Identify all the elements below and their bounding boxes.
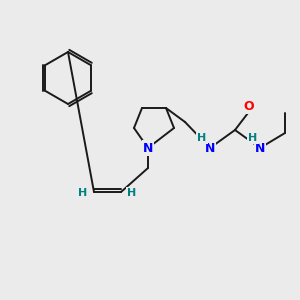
- Text: H: H: [78, 188, 88, 198]
- Text: O: O: [244, 100, 254, 112]
- Text: N: N: [205, 142, 215, 154]
- Text: H: H: [197, 133, 207, 143]
- Text: H: H: [128, 188, 136, 198]
- Text: N: N: [143, 142, 153, 154]
- Text: H: H: [248, 133, 258, 143]
- Text: N: N: [255, 142, 265, 154]
